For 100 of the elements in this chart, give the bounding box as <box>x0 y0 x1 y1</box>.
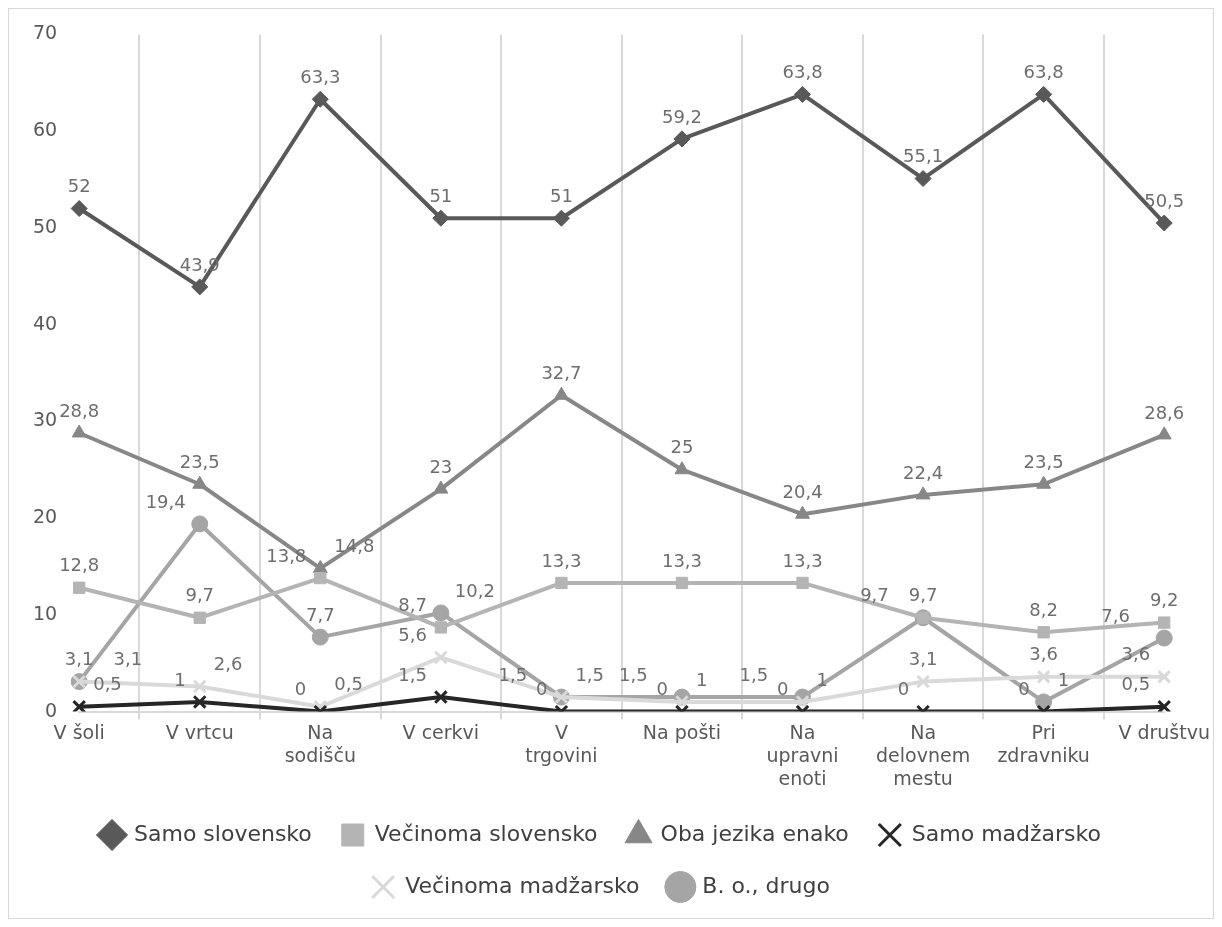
data-label: 12,8 <box>59 554 100 576</box>
point <box>674 461 690 475</box>
data-label: 10,2 <box>454 579 495 601</box>
point <box>311 628 329 646</box>
data-label: 1,5 <box>619 663 648 685</box>
data-label: 20,4 <box>782 480 823 502</box>
point <box>192 679 207 694</box>
point <box>794 85 812 103</box>
data-label: 28,8 <box>59 399 100 421</box>
point <box>312 559 328 573</box>
point <box>1036 669 1051 684</box>
data-label: 0,5 <box>334 673 363 695</box>
legend-label: Oba jezika enako <box>660 820 849 846</box>
point <box>432 209 450 227</box>
data-label: 63,3 <box>300 65 341 87</box>
data-label: 2,6 <box>213 653 243 675</box>
point <box>915 486 931 500</box>
point <box>314 571 327 585</box>
point <box>552 209 570 227</box>
point <box>73 581 86 594</box>
data-label: 8,2 <box>1029 598 1058 620</box>
point <box>675 576 689 590</box>
data-label: 1 <box>174 668 186 690</box>
data-label: 51 <box>429 184 453 206</box>
data-label: 32,7 <box>541 361 582 383</box>
legend-label: Samo slovensko <box>134 820 312 846</box>
point <box>311 90 329 108</box>
data-label: 1 <box>1057 668 1070 690</box>
data-label: 55,1 <box>903 145 944 167</box>
point <box>1157 699 1172 712</box>
data-label: 9,7 <box>185 584 215 606</box>
data-label: 8,7 <box>398 594 427 616</box>
data-label: 3,6 <box>1029 643 1058 665</box>
data-label: 7,6 <box>1101 604 1130 626</box>
point <box>795 505 810 519</box>
data-label: 50,5 <box>1144 189 1185 211</box>
legend-label: Samo madžarsko <box>911 820 1101 846</box>
y-tick-label: 30 <box>32 408 58 431</box>
data-label: 59,2 <box>661 105 703 127</box>
data-label: 0 <box>535 678 548 700</box>
data-label: 13,3 <box>541 549 582 571</box>
y-tick-label: 60 <box>32 118 58 141</box>
point <box>433 480 449 494</box>
data-label: 9,7 <box>908 584 938 606</box>
data-label: 13,3 <box>782 549 823 571</box>
data-label: 52 <box>67 175 91 197</box>
data-label: 0 <box>777 678 789 700</box>
point <box>553 386 569 400</box>
x-tick-label: Na sodišču <box>284 720 356 766</box>
point <box>914 170 932 188</box>
point <box>1155 629 1173 647</box>
x-tick-label: Pri zdravniku <box>997 720 1090 766</box>
point <box>796 576 809 590</box>
point <box>1155 214 1173 232</box>
data-label: 23,5 <box>1023 450 1064 472</box>
legend-label: Večinoma slovensko <box>374 820 598 846</box>
data-label: 0,5 <box>93 673 122 695</box>
point <box>1035 85 1053 103</box>
point <box>432 604 450 622</box>
point <box>1036 475 1052 489</box>
y-tick-label: 70 <box>32 21 58 44</box>
data-label: 9,2 <box>1149 589 1179 611</box>
data-label: 1,5 <box>498 663 528 685</box>
point <box>191 278 209 296</box>
point <box>433 689 449 705</box>
y-tick-label: 10 <box>32 601 58 624</box>
y-tick-label: 0 <box>45 698 58 721</box>
point <box>1037 626 1050 639</box>
data-label: 3,1 <box>908 648 938 670</box>
x-tick-label: Na delovnem mestu <box>876 720 971 789</box>
x-tick-label: V vrtcu <box>165 720 234 743</box>
data-label: 51 <box>549 184 573 206</box>
data-label: 25 <box>670 436 694 458</box>
point <box>192 475 208 489</box>
data-label: 28,6 <box>1144 401 1185 423</box>
y-tick-label: 20 <box>32 505 58 528</box>
x-tick-label: Na pošti <box>642 720 722 743</box>
data-label: 3,1 <box>113 648 143 670</box>
data-label: 5,6 <box>398 624 427 646</box>
point <box>433 650 449 665</box>
data-label: 19,4 <box>145 490 186 512</box>
x-tick-label: V šoli <box>53 720 105 743</box>
data-label: 23,5 <box>179 450 220 472</box>
data-label: 1 <box>695 668 708 690</box>
data-label: 63,8 <box>1023 61 1064 83</box>
point <box>70 200 88 218</box>
point <box>1156 426 1172 440</box>
point <box>915 674 931 689</box>
point <box>191 515 209 533</box>
data-label: 1,5 <box>739 663 769 685</box>
y-tick-label: 50 <box>32 214 58 237</box>
data-label: 0 <box>656 678 668 700</box>
data-label: 7,7 <box>305 603 335 625</box>
point <box>673 130 691 148</box>
data-label: 0 <box>294 678 307 700</box>
legend-label: Večinoma madžarsko <box>405 872 640 898</box>
point <box>1158 616 1171 629</box>
data-label: 1,5 <box>575 663 605 685</box>
data-label: 23 <box>429 455 453 477</box>
x-tick-label: V društvu <box>1118 720 1210 743</box>
